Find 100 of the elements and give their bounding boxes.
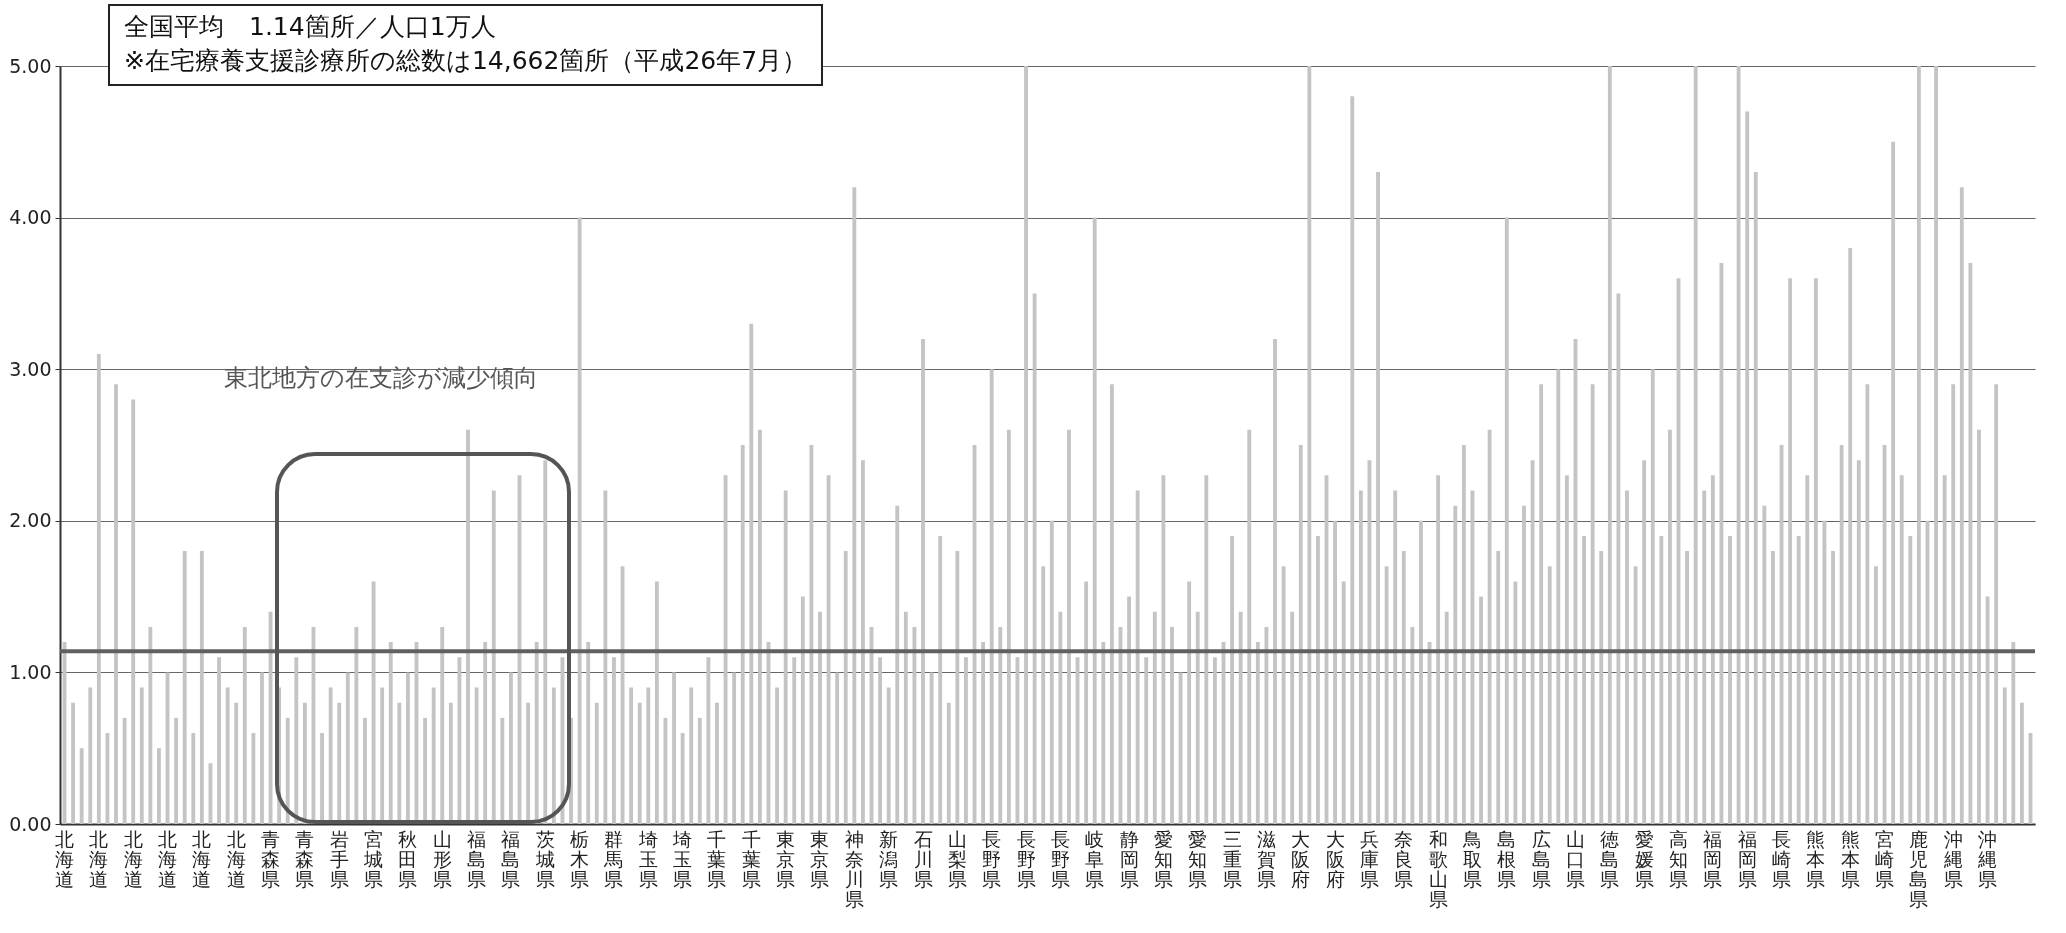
x-tick-label: 福島県 xyxy=(467,827,487,890)
bar xyxy=(234,702,239,824)
bar xyxy=(251,733,256,824)
x-tick-label: 沖縄県 xyxy=(1977,827,1998,890)
bar xyxy=(1273,338,1277,824)
x-tick-label: 群馬県 xyxy=(603,827,624,890)
bar xyxy=(1899,475,1904,824)
bar xyxy=(946,702,951,824)
x-tick-label: 徳島県 xyxy=(1600,827,1620,890)
x-tick-label: 北海道 xyxy=(89,827,109,890)
x-tick-label: 埼玉県 xyxy=(672,827,693,890)
bar xyxy=(1479,596,1483,824)
x-tick-label: 福島県 xyxy=(501,827,521,890)
bar xyxy=(1650,369,1655,824)
x-tick-label: 石川県 xyxy=(913,827,933,890)
bar xyxy=(1762,505,1767,824)
bar xyxy=(1358,490,1363,824)
bar xyxy=(1032,293,1037,824)
bar xyxy=(1333,520,1338,824)
bar xyxy=(860,460,865,824)
x-tick-label: 長野県 xyxy=(982,827,1002,890)
bar xyxy=(1092,217,1097,824)
bar xyxy=(757,429,762,824)
x-tick-label: 山口県 xyxy=(1565,827,1585,890)
bar xyxy=(1513,581,1518,824)
bar xyxy=(749,323,754,824)
x-tick-label: 千葉県 xyxy=(707,827,727,890)
bar xyxy=(1212,657,1217,824)
x-tick-label: 福岡県 xyxy=(1703,827,1723,890)
bar xyxy=(740,445,745,824)
y-tick-label: 4.00 xyxy=(9,206,52,229)
bar xyxy=(148,626,153,824)
x-tick-label: 長野県 xyxy=(1050,827,1070,890)
x-tick-label: 三重県 xyxy=(1222,827,1242,890)
bar xyxy=(1135,490,1140,824)
bar xyxy=(1264,626,1269,824)
bar xyxy=(1968,263,1973,824)
bar xyxy=(1959,187,1964,824)
bar xyxy=(1504,217,1509,824)
bar xyxy=(1170,626,1174,824)
bar xyxy=(964,657,968,824)
annotation: ※在宅療養支援診療所の総数は14,662箇所（平成26年7月） xyxy=(124,45,808,77)
bar xyxy=(612,657,616,824)
bar xyxy=(1109,384,1114,824)
bar xyxy=(818,611,822,824)
bar xyxy=(302,702,307,824)
bar xyxy=(1736,66,1741,824)
bar xyxy=(629,687,634,824)
bar xyxy=(157,748,161,824)
bar xyxy=(594,702,599,824)
y-tick-label: 5.00 xyxy=(9,54,52,77)
bar xyxy=(1788,278,1793,824)
x-tick-label: 和歌山県 xyxy=(1428,827,1448,910)
bar xyxy=(1401,551,1406,824)
x-tick-label: 長崎県 xyxy=(1772,827,1792,890)
x-tick-label: 熊本県 xyxy=(1806,827,1826,890)
bar xyxy=(577,217,582,824)
bar xyxy=(1453,505,1458,824)
bar xyxy=(1874,566,1878,824)
x-tick-label: 宮崎県 xyxy=(1875,827,1895,890)
bar xyxy=(1049,520,1054,824)
bar xyxy=(1771,551,1775,824)
x-tick-label: 鹿児島県 xyxy=(1909,827,1929,910)
x-tick-label: 愛知県 xyxy=(1153,827,1173,890)
bar xyxy=(1436,475,1441,824)
bar xyxy=(1307,66,1312,824)
bar xyxy=(551,687,556,824)
bar xyxy=(1195,611,1200,824)
x-tick-label: 神奈川県 xyxy=(844,827,864,910)
bar xyxy=(1934,66,1938,824)
bar xyxy=(1101,642,1106,824)
bar xyxy=(1856,460,1861,824)
bar xyxy=(1547,566,1552,824)
x-tick-label: 埼玉県 xyxy=(637,827,658,890)
bar xyxy=(912,626,917,824)
bar xyxy=(1908,535,1913,824)
bar xyxy=(998,626,1003,824)
bar xyxy=(71,702,76,824)
bar xyxy=(1564,475,1569,824)
x-tick-label: 宮城県 xyxy=(363,827,384,890)
bar xyxy=(225,687,230,824)
bar xyxy=(1058,611,1063,824)
bar xyxy=(543,460,548,824)
bar xyxy=(809,445,814,824)
x-tick-label: 高知県 xyxy=(1669,827,1688,890)
bar xyxy=(1633,566,1638,824)
bar xyxy=(903,611,908,824)
bar xyxy=(697,717,702,824)
x-tick-label: 北海道 xyxy=(226,827,246,890)
bar xyxy=(1796,535,1801,824)
bar xyxy=(1127,596,1131,824)
bar xyxy=(182,551,187,824)
bar xyxy=(1204,475,1209,824)
bar xyxy=(1178,672,1183,824)
bar xyxy=(174,717,179,824)
x-tick-label: 岩手県 xyxy=(329,827,349,890)
y-tick-label: 3.00 xyxy=(9,357,52,380)
bar xyxy=(1341,581,1346,824)
bar xyxy=(981,642,986,824)
annotation: 東北地方の在支診が減少傾向 xyxy=(224,363,538,394)
